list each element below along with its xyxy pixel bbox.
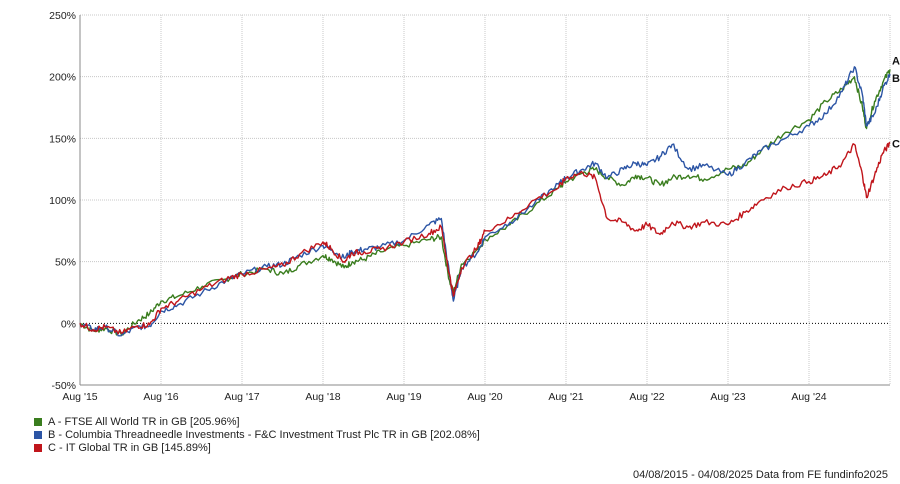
legend-item-a: A - FTSE All World TR in GB [205.96%] bbox=[34, 415, 480, 428]
x-tick-label: Aug '19 bbox=[386, 391, 421, 403]
series-end-label-c: C bbox=[892, 138, 900, 150]
series-end-label-b: B bbox=[892, 73, 900, 85]
legend-label-b: B - Columbia Threadneedle Investments - … bbox=[48, 428, 480, 441]
legend-swatch-b bbox=[34, 430, 42, 439]
series-end-label-a: A bbox=[892, 55, 900, 67]
series-line-c bbox=[79, 141, 891, 335]
y-tick-label: 200% bbox=[49, 72, 76, 84]
legend-item-c: C - IT Global TR in GB [145.89%] bbox=[34, 441, 480, 454]
y-tick-label: 0% bbox=[61, 318, 76, 330]
x-tick-label: Aug '24 bbox=[791, 391, 826, 403]
x-tick-label: Aug '15 bbox=[62, 391, 97, 403]
y-tick-label: -50% bbox=[51, 380, 76, 392]
data-source-footer: 04/08/2015 - 04/08/2025 Data from FE fun… bbox=[632, 469, 888, 481]
legend-label-c: C - IT Global TR in GB [145.89%] bbox=[48, 441, 211, 454]
x-tick-label: Aug '22 bbox=[629, 391, 664, 403]
chart-legend: A - FTSE All World TR in GB [205.96%] B … bbox=[34, 415, 480, 454]
x-tick-label: Aug '21 bbox=[548, 391, 583, 403]
legend-swatch-a bbox=[34, 417, 42, 426]
series-line-b bbox=[79, 66, 891, 337]
x-tick-label: Aug '16 bbox=[143, 391, 178, 403]
y-tick-label: 100% bbox=[49, 195, 76, 207]
legend-item-b: B - Columbia Threadneedle Investments - … bbox=[34, 428, 480, 441]
x-tick-label: Aug '17 bbox=[224, 391, 259, 403]
y-tick-label: 250% bbox=[49, 10, 76, 22]
y-tick-label: 150% bbox=[49, 133, 76, 145]
x-tick-label: Aug '18 bbox=[305, 391, 340, 403]
legend-swatch-c bbox=[34, 443, 42, 452]
x-tick-label: Aug '23 bbox=[710, 391, 745, 403]
legend-label-a: A - FTSE All World TR in GB [205.96%] bbox=[48, 415, 240, 428]
x-tick-label: Aug '20 bbox=[467, 391, 502, 403]
y-tick-label: 50% bbox=[55, 257, 76, 269]
